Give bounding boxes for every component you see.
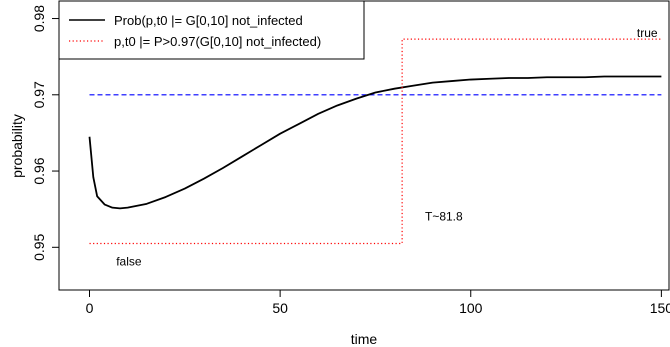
- series-line-0: [88, 75, 662, 210]
- annotation-true: true: [637, 26, 658, 40]
- x-tick-label-150: 150: [650, 300, 670, 316]
- legend-label-threshold: p,t0 |= P>0.97(G[0,10] not_infected): [114, 34, 321, 49]
- x-tick-label-100: 100: [459, 300, 483, 316]
- y-tick-label-0-98: 0.98: [31, 5, 47, 32]
- annotation-t-81-8: T~81.8: [425, 210, 463, 224]
- annotation-false: false: [116, 255, 142, 269]
- x-tick-label-0: 0: [86, 300, 94, 316]
- y-tick-label-0-96: 0.96: [31, 157, 47, 184]
- x-axis: 0 50 100 150: [86, 290, 670, 316]
- legend: Prob(p,t0 |= G[0,10] not_infected p,t0 |…: [58, 0, 365, 60]
- x-tick-label-50: 50: [272, 300, 288, 316]
- y-tick-label-0-97: 0.97: [31, 81, 47, 108]
- legend-box: [58, 0, 365, 60]
- x-axis-title: time: [351, 331, 378, 347]
- y-axis-title: probability: [9, 114, 25, 178]
- series-layer: [88, 38, 662, 245]
- series-line-1: [89, 38, 662, 245]
- y-tick-label-0-95: 0.95: [31, 233, 47, 260]
- legend-label-prob: Prob(p,t0 |= G[0,10] not_infected: [114, 13, 303, 28]
- y-axis: 0.95 0.96 0.97 0.98: [31, 5, 59, 261]
- annotations: true false T~81.8: [116, 26, 658, 269]
